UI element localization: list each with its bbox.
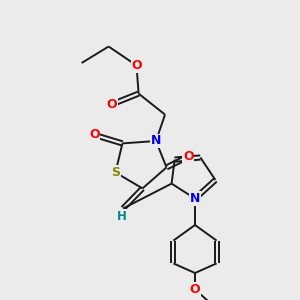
Text: H: H <box>117 209 126 223</box>
Text: O: O <box>89 128 100 142</box>
Text: N: N <box>190 192 200 205</box>
Text: O: O <box>131 59 142 72</box>
Text: O: O <box>183 150 194 163</box>
Text: N: N <box>151 134 161 148</box>
Text: O: O <box>106 98 117 111</box>
Text: S: S <box>111 166 120 179</box>
Text: O: O <box>190 283 200 296</box>
